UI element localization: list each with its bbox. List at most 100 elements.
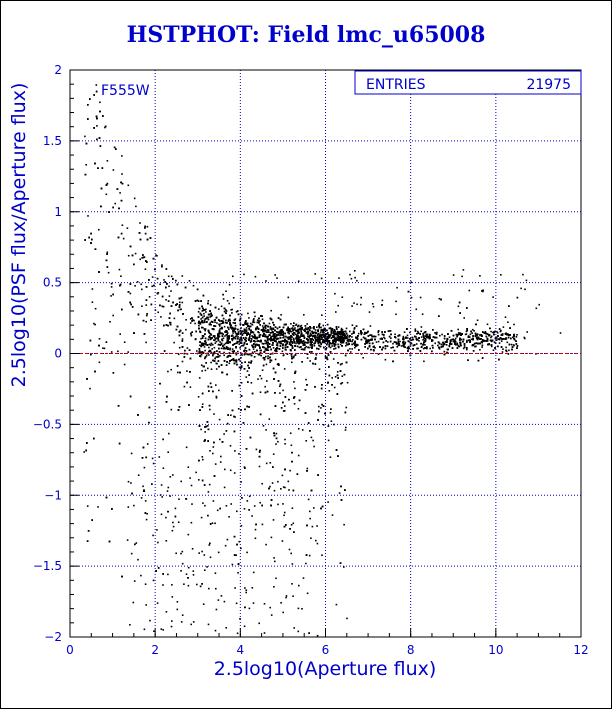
data-point bbox=[225, 312, 227, 314]
data-point bbox=[117, 236, 120, 239]
data-point bbox=[306, 328, 309, 331]
data-point bbox=[283, 368, 286, 370]
data-point bbox=[342, 338, 345, 341]
data-point bbox=[150, 303, 153, 306]
data-point bbox=[265, 327, 267, 329]
data-point bbox=[495, 339, 498, 341]
data-point bbox=[422, 347, 425, 350]
data-point bbox=[322, 333, 324, 336]
data-point bbox=[173, 317, 176, 320]
data-point bbox=[335, 327, 338, 329]
data-point bbox=[293, 396, 296, 398]
data-point bbox=[397, 340, 400, 343]
data-point bbox=[377, 340, 380, 343]
data-point bbox=[297, 324, 300, 327]
data-point bbox=[156, 277, 159, 280]
data-point bbox=[466, 341, 468, 343]
data-point bbox=[423, 341, 425, 343]
data-point bbox=[212, 390, 214, 393]
data-point bbox=[208, 350, 210, 353]
data-point bbox=[365, 342, 368, 344]
data-point bbox=[268, 487, 270, 490]
data-point bbox=[162, 467, 165, 469]
data-point bbox=[199, 585, 202, 588]
data-point bbox=[342, 331, 345, 333]
data-point bbox=[305, 378, 307, 381]
data-point bbox=[454, 343, 456, 345]
data-point bbox=[335, 338, 337, 341]
data-point bbox=[274, 326, 277, 328]
data-point bbox=[498, 342, 501, 344]
data-point bbox=[305, 345, 308, 348]
data-point bbox=[340, 338, 342, 341]
data-point bbox=[272, 519, 275, 521]
data-point bbox=[275, 437, 278, 440]
data-point bbox=[390, 347, 392, 349]
data-point bbox=[199, 351, 201, 354]
data-point bbox=[138, 232, 141, 234]
data-point bbox=[510, 343, 513, 346]
data-point bbox=[304, 344, 306, 346]
data-point bbox=[241, 339, 243, 342]
data-point bbox=[235, 554, 237, 556]
data-point bbox=[250, 382, 253, 384]
data-point bbox=[143, 256, 146, 258]
data-point bbox=[167, 370, 169, 373]
data-point bbox=[179, 329, 182, 332]
data-point bbox=[198, 324, 200, 327]
data-point bbox=[326, 338, 329, 341]
data-point bbox=[369, 325, 372, 327]
data-point bbox=[297, 337, 300, 340]
data-point bbox=[211, 522, 214, 524]
data-point bbox=[506, 350, 508, 353]
data-point bbox=[292, 325, 294, 327]
data-point bbox=[269, 361, 271, 363]
data-point bbox=[177, 353, 180, 356]
data-point bbox=[436, 331, 438, 334]
data-point bbox=[205, 311, 207, 313]
data-point bbox=[337, 362, 339, 364]
data-point bbox=[292, 329, 294, 332]
data-point bbox=[498, 328, 501, 330]
data-point bbox=[320, 330, 322, 332]
data-point bbox=[156, 255, 158, 257]
data-point bbox=[449, 339, 452, 342]
data-point bbox=[228, 338, 230, 340]
data-point bbox=[304, 389, 307, 391]
data-point bbox=[443, 350, 446, 353]
data-point bbox=[402, 341, 404, 344]
data-point bbox=[245, 350, 248, 352]
data-point bbox=[84, 135, 86, 138]
data-point bbox=[218, 355, 220, 358]
data-point bbox=[334, 376, 337, 378]
data-point bbox=[313, 342, 315, 345]
data-point bbox=[263, 357, 266, 359]
data-point bbox=[175, 304, 177, 306]
data-point bbox=[220, 347, 223, 350]
data-point bbox=[294, 333, 297, 336]
data-point bbox=[269, 353, 272, 355]
data-point bbox=[469, 339, 471, 342]
data-point bbox=[296, 345, 299, 348]
data-point bbox=[134, 543, 136, 546]
data-point bbox=[259, 352, 262, 354]
data-point bbox=[200, 342, 203, 344]
data-point bbox=[205, 308, 207, 311]
data-point bbox=[210, 334, 213, 336]
data-point bbox=[339, 343, 342, 346]
data-point bbox=[278, 326, 281, 328]
data-point bbox=[337, 343, 339, 346]
data-point bbox=[270, 335, 272, 338]
data-point bbox=[337, 334, 339, 336]
data-point bbox=[226, 422, 229, 425]
data-point bbox=[261, 342, 264, 345]
data-point bbox=[233, 343, 236, 345]
data-point bbox=[406, 334, 409, 337]
data-point bbox=[161, 305, 163, 308]
data-point bbox=[245, 327, 248, 329]
data-point bbox=[198, 377, 201, 379]
data-point bbox=[233, 535, 236, 538]
data-point bbox=[393, 349, 396, 352]
data-point bbox=[222, 347, 225, 350]
data-point bbox=[250, 331, 252, 334]
